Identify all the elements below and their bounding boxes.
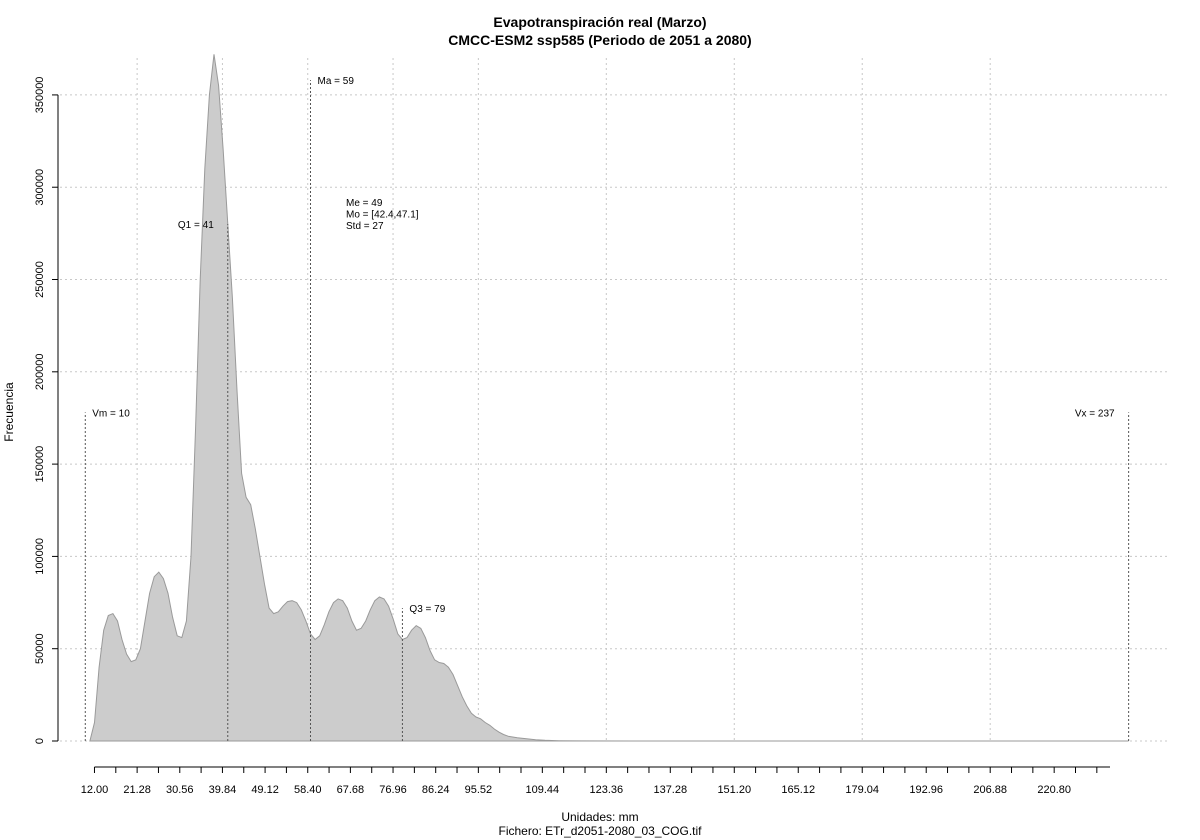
y-tick-label-4: 200000 (34, 353, 46, 390)
x-tick-label-11: 123.36 (589, 784, 623, 796)
x-tick-label-8: 86.24 (422, 784, 450, 796)
x-tick-label-2: 30.56 (166, 784, 194, 796)
stats-annotation-line-2: Std = 27 (346, 221, 384, 232)
x-tick-label-3: 39.84 (209, 784, 237, 796)
density-area (89, 54, 1129, 742)
x-tick-label-14: 165.12 (781, 784, 815, 796)
y-tick-label-2: 100000 (34, 538, 46, 575)
x-tick-label-18: 220.80 (1037, 784, 1071, 796)
x-tick-label-15: 179.04 (845, 784, 879, 796)
y-tick-label-6: 300000 (34, 169, 46, 206)
marker-label-0: Vm = 10 (92, 408, 130, 419)
marker-label-4: Vx = 237 (1075, 408, 1115, 419)
stats-annotation-line-1: Mo = [42.4,47.1] (346, 210, 419, 221)
y-tick-label-7: 350000 (34, 77, 46, 114)
stats-annotation-line-0: Me = 49 (346, 198, 383, 209)
x-tick-label-1: 21.28 (123, 784, 151, 796)
x-tick-label-17: 206.88 (973, 784, 1007, 796)
y-tick-label-1: 50000 (34, 633, 46, 664)
x-tick-label-10: 109.44 (526, 784, 560, 796)
chart-title: Evapotranspiración real (Marzo) (493, 14, 707, 30)
y-tick-label-3: 150000 (34, 446, 46, 483)
x-tick-label-16: 192.96 (909, 784, 943, 796)
marker-label-3: Q3 = 79 (409, 604, 445, 615)
y-tick-label-0: 0 (34, 738, 46, 744)
x-tick-label-7: 76.96 (379, 784, 407, 796)
chart-subtitle: CMCC-ESM2 ssp585 (Periodo de 2051 a 2080… (448, 32, 752, 48)
y-axis-label: Frecuencia (2, 382, 16, 442)
x-tick-label-9: 95.52 (465, 784, 493, 796)
x-tick-label-4: 49.12 (251, 784, 279, 796)
marker-label-2: Ma = 59 (317, 76, 354, 87)
x-tick-label-12: 137.28 (653, 784, 687, 796)
marker-label-1: Q1 = 41 (178, 220, 214, 231)
x-tick-label-5: 58.40 (294, 784, 322, 796)
x-tick-label-6: 67.68 (337, 784, 365, 796)
file-label: Fichero: ETr_d2051-2080_03_COG.tif (498, 824, 702, 838)
x-tick-label-0: 12.00 (81, 784, 109, 796)
y-tick-label-5: 250000 (34, 261, 46, 298)
x-tick-label-13: 151.20 (717, 784, 751, 796)
x-axis-label: Unidades: mm (561, 810, 639, 824)
